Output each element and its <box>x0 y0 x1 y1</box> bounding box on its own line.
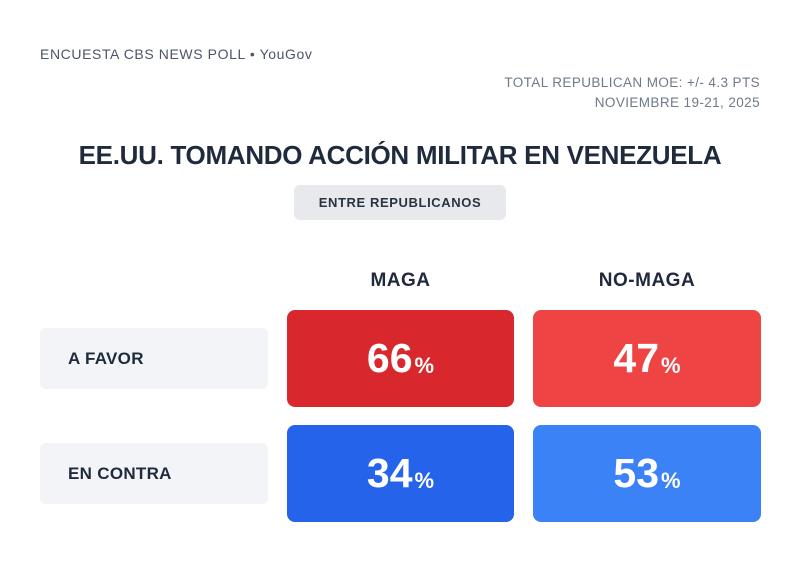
cell-a-favor-maga: 66 % <box>287 310 514 407</box>
date-line: NOVIEMBRE 19-21, 2025 <box>594 95 760 110</box>
percent-sign: % <box>661 352 681 378</box>
value-a-favor-no-maga: 47 % <box>613 335 681 381</box>
results-grid: MAGA NO-MAGA A FAVOR 66 % 47 % EN CONTRA… <box>40 270 761 522</box>
poll-meta: TOTAL REPUBLICAN MOE: +/- 4.3 PTS NOVIEM… <box>504 73 760 113</box>
page-title: EE.UU. TOMANDO ACCIÓN MILITAR EN VENEZUE… <box>78 140 722 170</box>
value-a-favor-maga: 66 % <box>366 335 435 381</box>
percent-sign: % <box>414 352 435 378</box>
moe-line: TOTAL REPUBLICAN MOE: +/- 4.3 PTS <box>504 75 760 90</box>
subgroup-badge: ENTRE REPUBLICANOS <box>293 185 507 220</box>
poll-source-label: ENCUESTA CBS NEWS POLL • YouGov <box>40 46 313 62</box>
cell-en-contra-no-maga: 53 % <box>533 425 761 522</box>
top-bar: ENCUESTA CBS NEWS POLL • YouGov TOTAL RE… <box>0 0 800 113</box>
column-header-no-maga: NO-MAGA <box>598 270 696 291</box>
value-en-contra-maga: 34 % <box>366 450 435 496</box>
cell-en-contra-maga: 34 % <box>287 425 514 522</box>
grid-spacer <box>40 270 268 292</box>
badge-container: ENTRE REPUBLICANOS <box>0 185 800 220</box>
percent-sign: % <box>661 467 681 493</box>
cell-a-favor-no-maga: 47 % <box>533 310 761 407</box>
percent-sign: % <box>414 467 435 493</box>
value-en-contra-no-maga: 53 % <box>613 450 681 496</box>
row-label-a-favor: A FAVOR <box>40 328 268 389</box>
row-label-en-contra: EN CONTRA <box>40 443 268 504</box>
column-header-maga: MAGA <box>370 270 431 291</box>
